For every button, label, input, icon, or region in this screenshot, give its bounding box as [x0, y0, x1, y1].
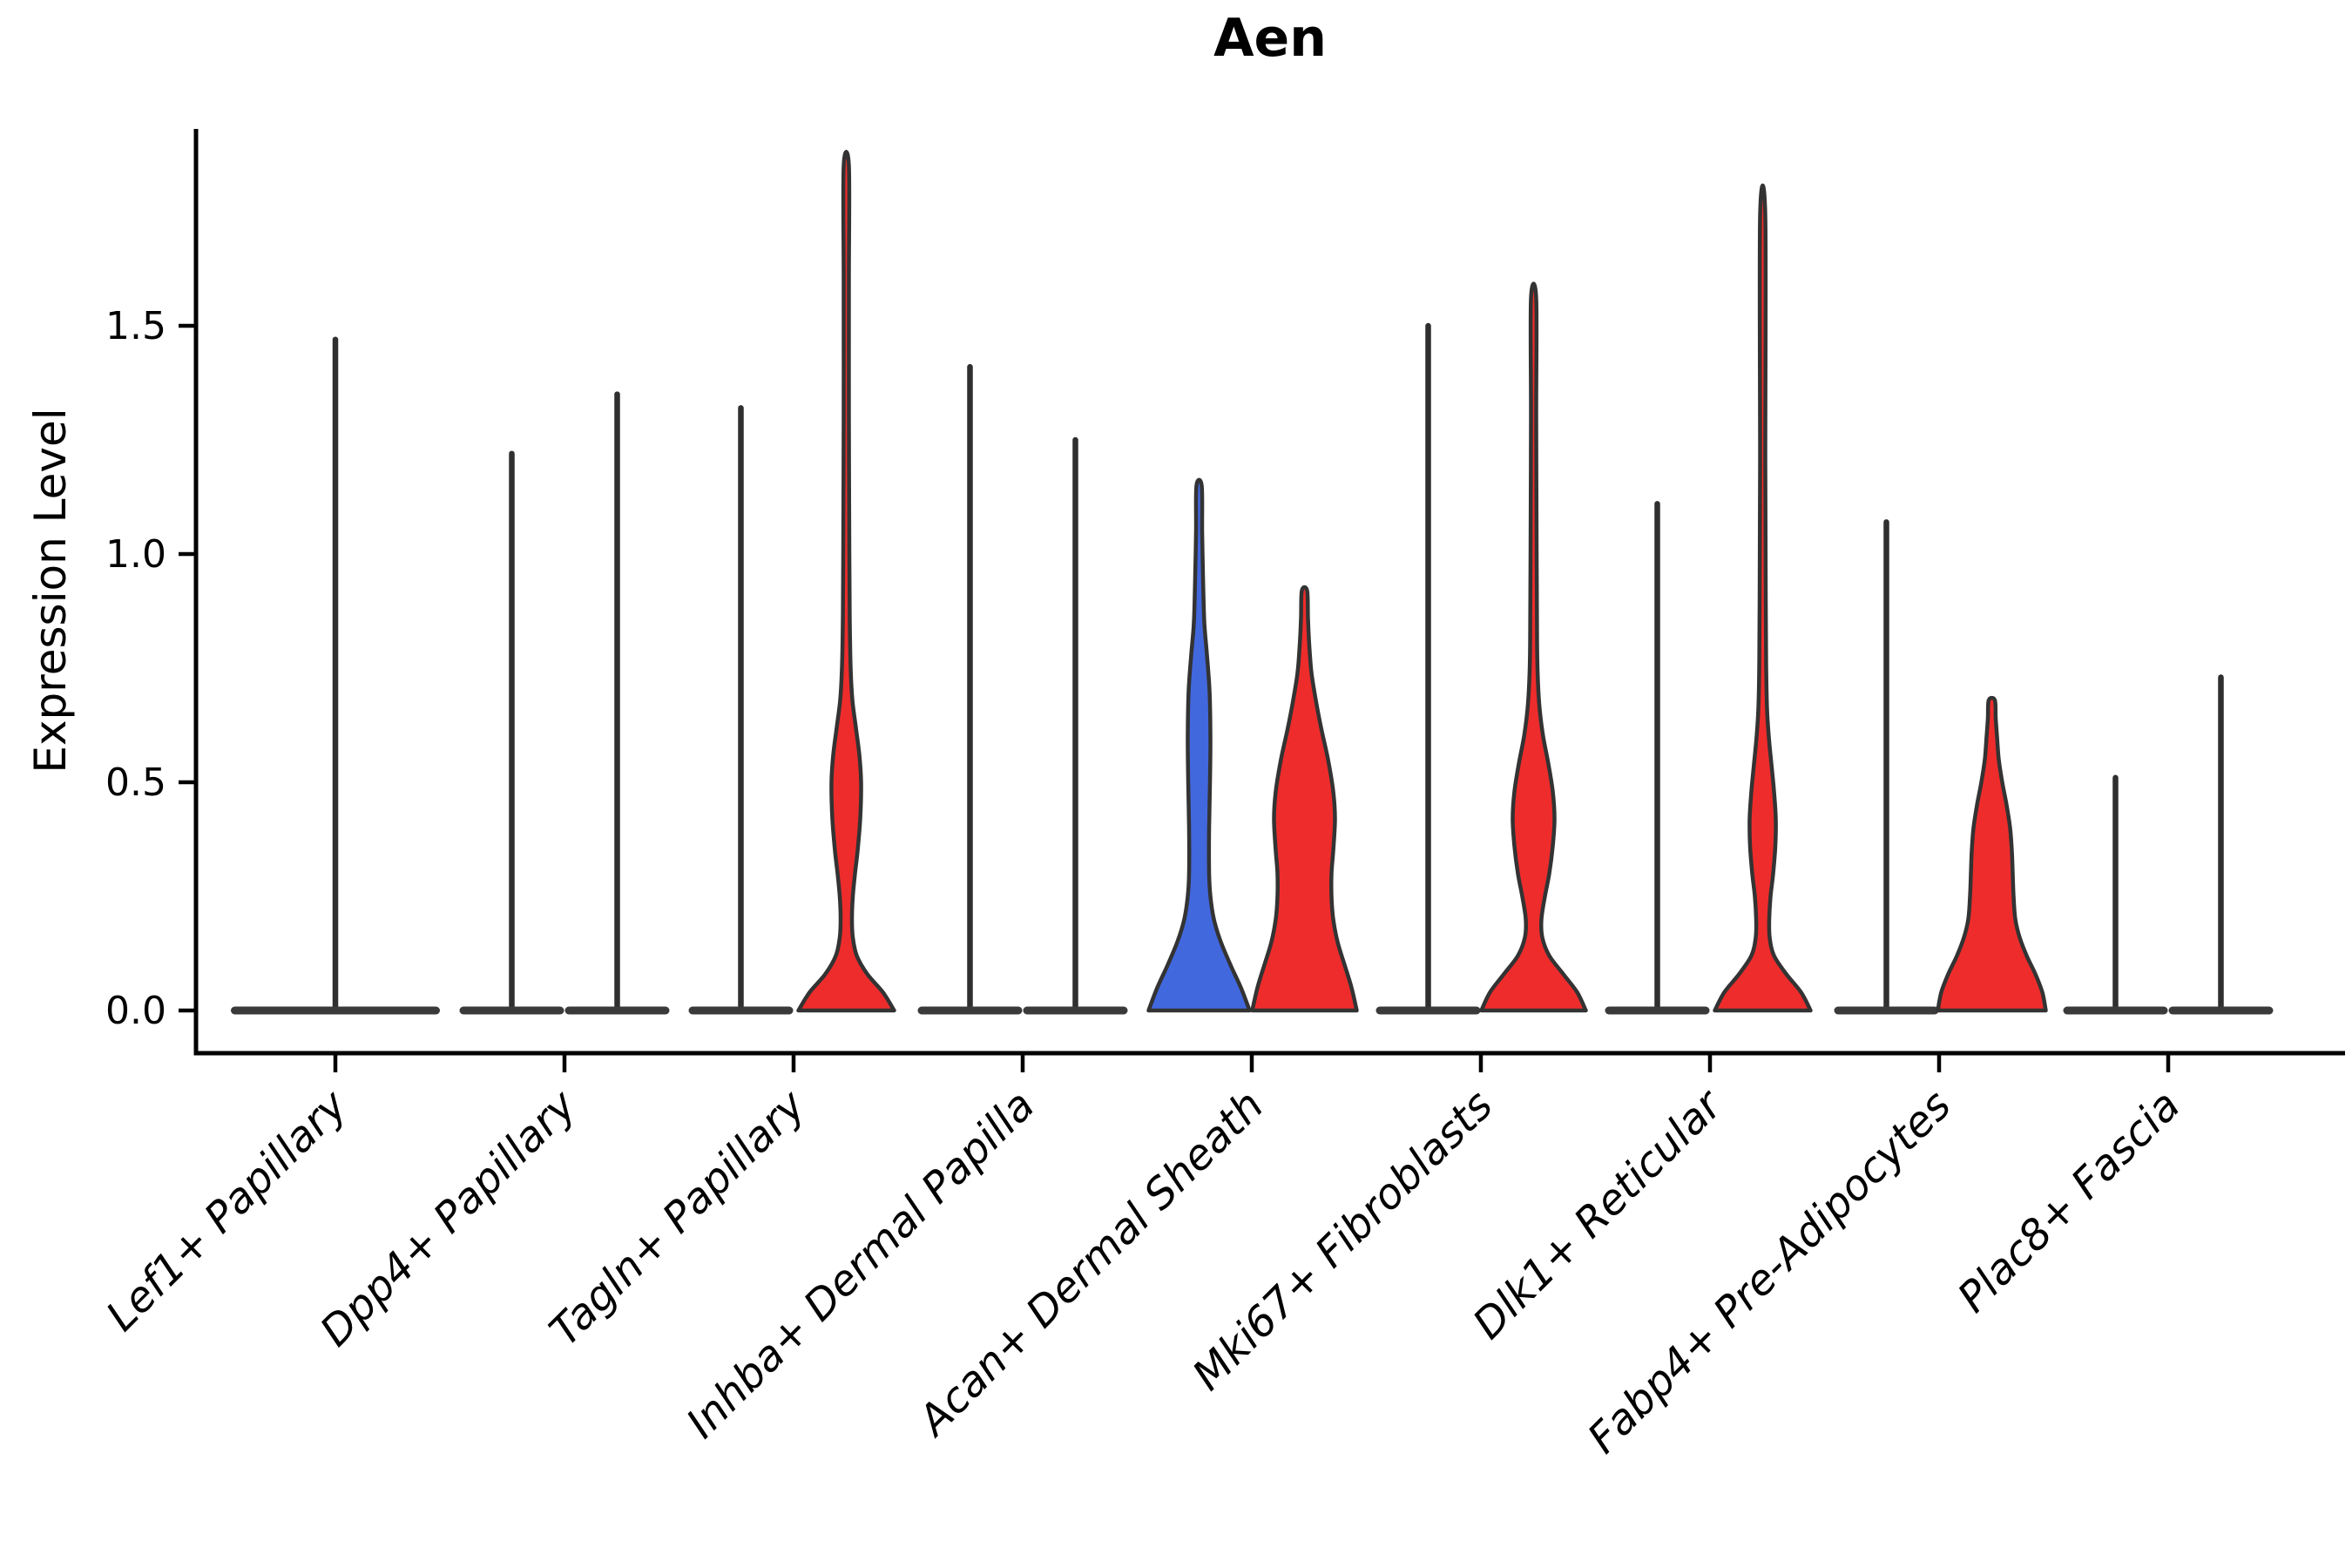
y-tick-labels: 0.0 0.5 1.0 1.5: [105, 304, 166, 1033]
x-tick-label: Tagln+ Papillary: [540, 1080, 815, 1355]
chart-title: Aen: [1213, 8, 1327, 69]
x-tick-label: Dpp4+ Papillary: [311, 1080, 586, 1355]
violin-flat-body: [2063, 1006, 2168, 1015]
violin-body: [1713, 183, 1813, 1013]
violin-flat-body: [1375, 1006, 1481, 1015]
violin-flat-body: [564, 1006, 670, 1015]
violin-body: [796, 150, 896, 1013]
y-tick-label: 1.0: [105, 532, 166, 577]
y-tick-label: 1.5: [105, 304, 166, 348]
violin-flat-body: [1605, 1006, 1710, 1015]
violin-flat-body: [459, 1006, 564, 1015]
y-tick-label: 0.0: [105, 989, 166, 1033]
violin-flat-body: [917, 1006, 1023, 1015]
x-tick-label: Lef1+ Papillary: [97, 1080, 357, 1341]
violin-flat-body: [1834, 1006, 1939, 1015]
y-tick-label: 0.5: [105, 760, 166, 805]
violins: [231, 150, 2274, 1015]
x-ticks: [333, 1053, 2171, 1072]
violin-body: [1250, 585, 1359, 1013]
x-tick-label: Dlk1+ Reticular: [1463, 1079, 1734, 1349]
violin-flat-body: [231, 1006, 440, 1015]
x-tick-label: Fabp4+ Pre-Adipocytes: [1578, 1081, 1961, 1463]
violin-body: [1146, 477, 1252, 1013]
x-tick-label: Plac8+ Fascia: [1949, 1081, 2190, 1322]
violin-body: [1479, 281, 1588, 1013]
violin-flat-body: [2168, 1006, 2274, 1015]
y-axis-label: Expression Level: [25, 408, 76, 773]
violin-flat-body: [688, 1006, 794, 1015]
violin-flat-body: [1023, 1006, 1128, 1015]
y-ticks: [179, 323, 196, 1013]
axes: [179, 129, 2345, 1072]
violin-body: [1936, 695, 2048, 1013]
